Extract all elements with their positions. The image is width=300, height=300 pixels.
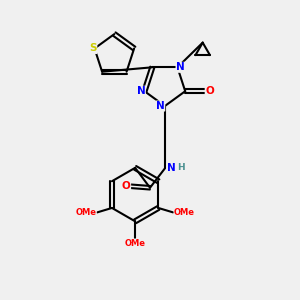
- Text: N: N: [167, 164, 176, 173]
- Text: S: S: [89, 44, 97, 53]
- Text: N: N: [156, 101, 165, 111]
- Text: O: O: [122, 181, 130, 191]
- Text: N: N: [176, 62, 185, 72]
- Text: OMe: OMe: [174, 208, 195, 217]
- Text: OMe: OMe: [124, 239, 146, 248]
- Text: O: O: [205, 86, 214, 96]
- Text: N: N: [136, 86, 145, 96]
- Text: OMe: OMe: [75, 208, 96, 217]
- Text: H: H: [177, 163, 185, 172]
